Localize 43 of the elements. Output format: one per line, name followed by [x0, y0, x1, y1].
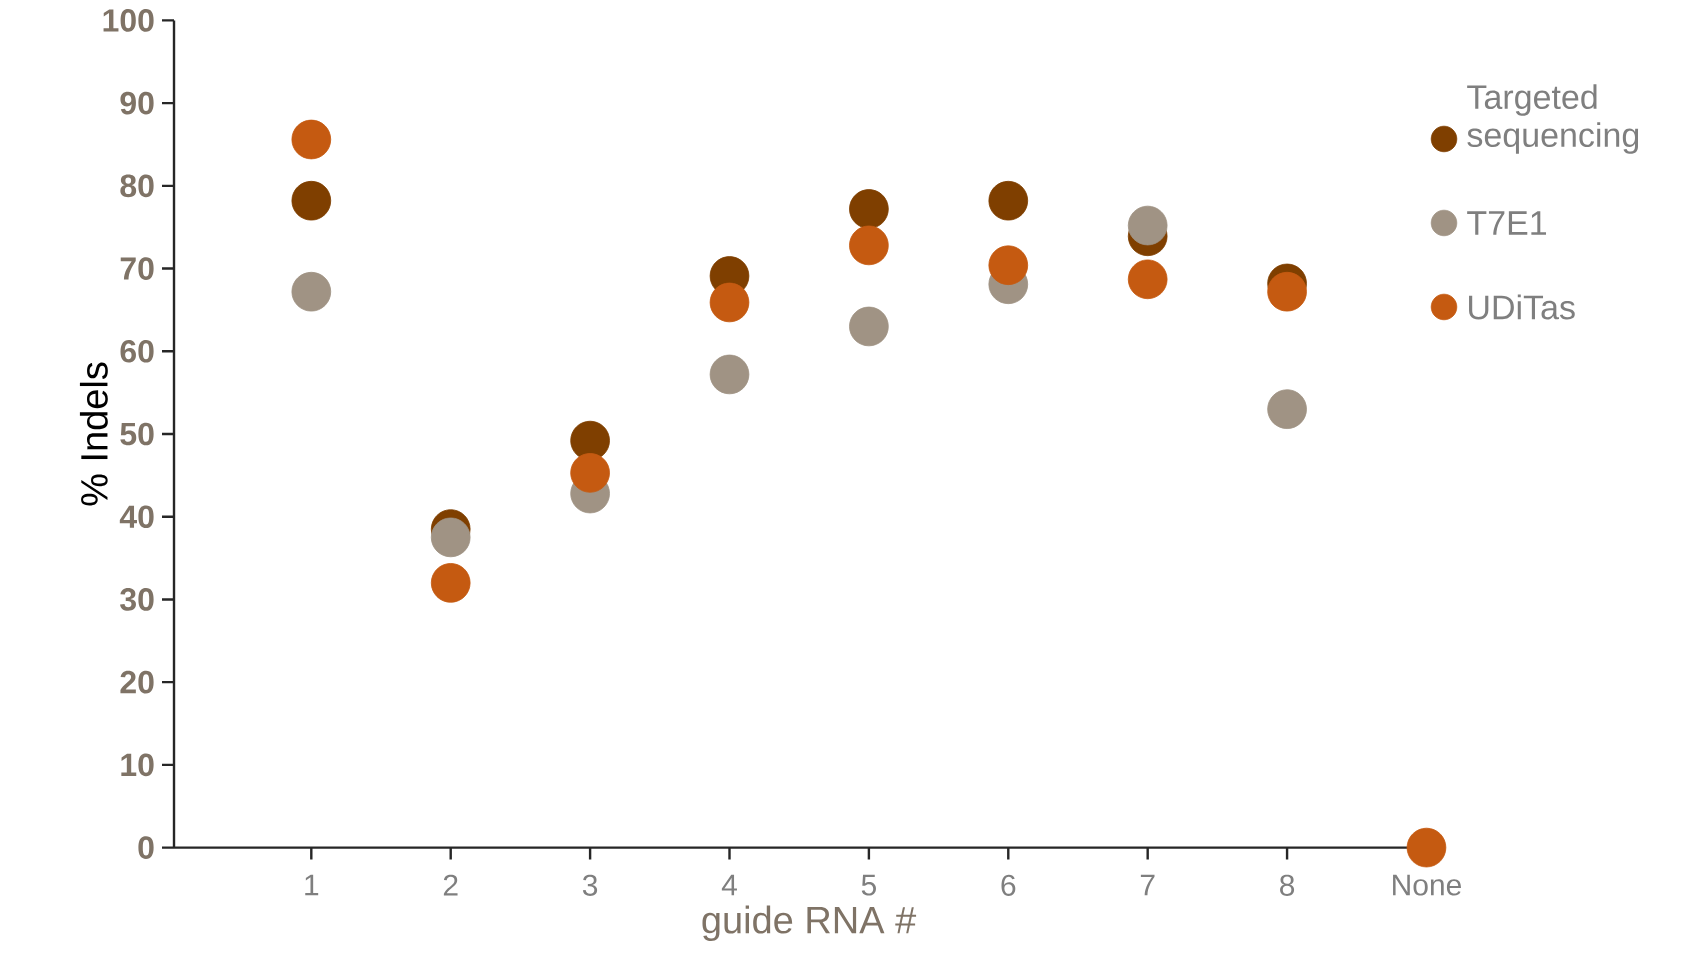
point	[1267, 271, 1307, 312]
point	[849, 225, 889, 266]
x-tick-label: None	[1393, 874, 1461, 896]
x-tick-label: 4	[721, 874, 737, 896]
point	[1127, 205, 1168, 246]
x-tick-label: 1	[305, 874, 319, 896]
legend-label: UDiTas	[1469, 294, 1575, 320]
x-tick-label: 2	[443, 874, 458, 896]
y-tick-label: 30	[120, 588, 154, 611]
y-tick-label: 20	[120, 670, 154, 694]
point	[709, 282, 750, 323]
point	[1267, 389, 1307, 429]
y-tick-label: 0	[138, 836, 154, 859]
point	[430, 517, 471, 558]
y-tick-label: 100	[103, 9, 154, 32]
x-tick-label: 5	[861, 874, 876, 896]
y-axis-title: % Indels	[79, 362, 108, 506]
point	[291, 180, 332, 221]
y-tick-label: 10	[121, 753, 154, 777]
y-tick-label: 90	[120, 91, 154, 115]
legend-label: T7E1	[1467, 211, 1547, 235]
point	[291, 271, 332, 312]
x-tick-label: 3	[582, 874, 598, 896]
legend-label: Targeted sequencing	[1467, 84, 1639, 154]
x-axis-title: guide RNA #	[702, 905, 917, 942]
point	[1406, 827, 1447, 868]
point	[1127, 259, 1168, 300]
y-tick-label: 50	[120, 422, 154, 446]
point	[988, 245, 1029, 286]
point	[849, 189, 889, 229]
point	[849, 306, 889, 347]
y-tick-label: 80	[120, 174, 154, 198]
x-tick-label: 7	[1140, 874, 1155, 896]
x-tick-label: 6	[1001, 874, 1016, 896]
y-tick-label: 70	[120, 257, 154, 280]
point	[430, 563, 471, 603]
point	[709, 354, 750, 395]
point	[988, 180, 1029, 221]
x-tick-label: 8	[1280, 874, 1295, 896]
point	[570, 453, 610, 493]
point	[291, 119, 332, 160]
y-tick-label: 40	[119, 505, 154, 529]
y-tick-label: 60	[120, 339, 154, 363]
